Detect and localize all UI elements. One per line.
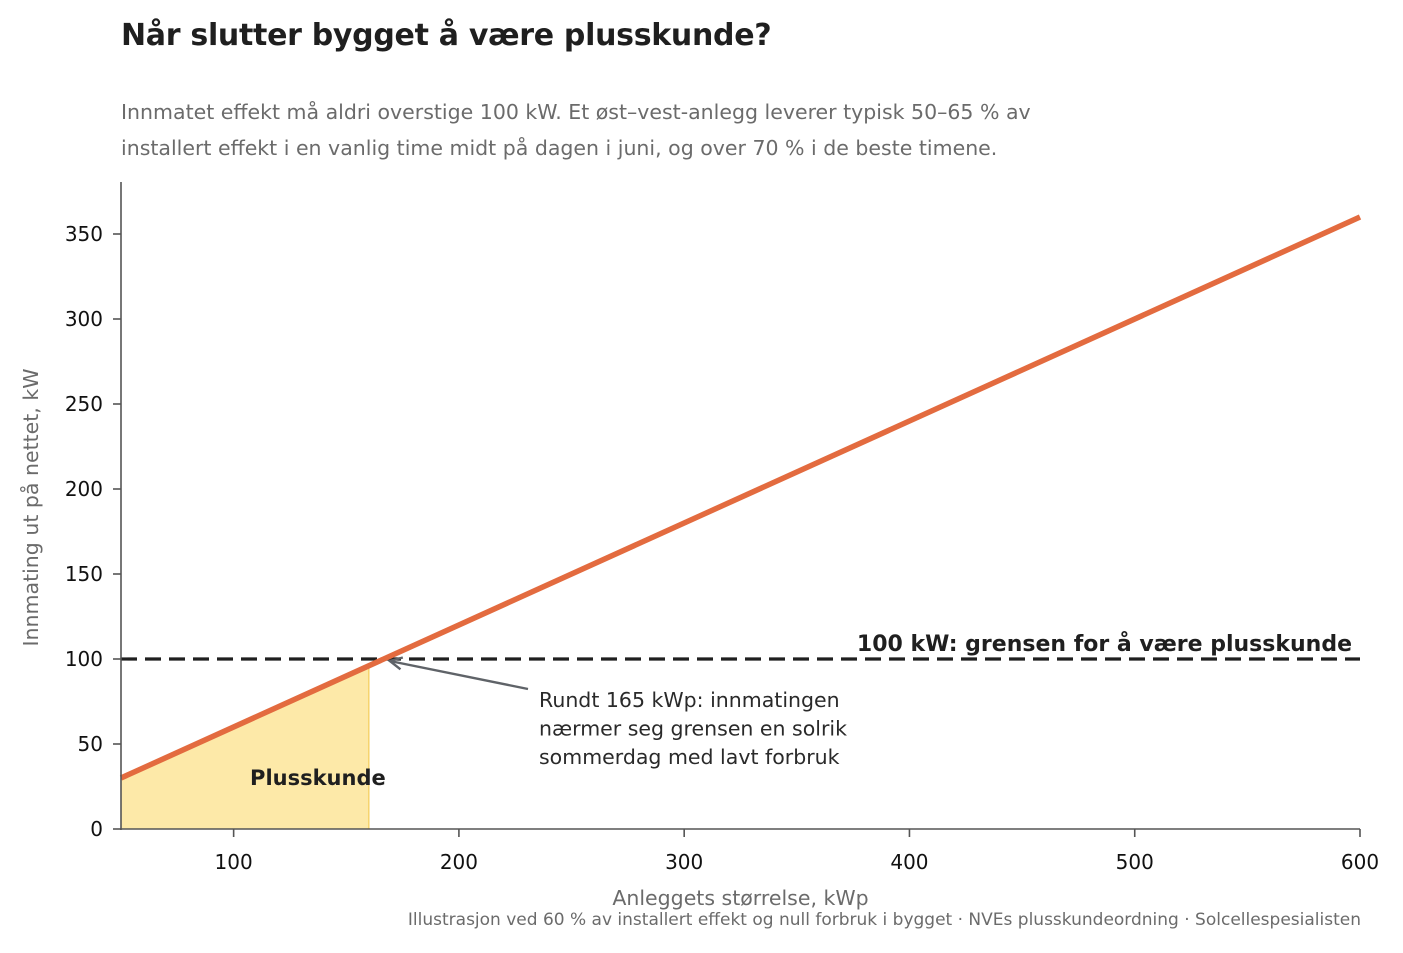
annotation-arrow-head: [387, 656, 404, 671]
y-tick-label-100: 100: [65, 647, 103, 671]
annotation-line-2: nærmer seg grensen en solrik: [539, 717, 847, 741]
x-tick-label-500: 500: [1116, 850, 1154, 874]
subtitle-line-1: Innmatet effekt må aldri overstige 100 k…: [121, 100, 1031, 124]
chart-footer: Illustrasjon ved 60 % av installert effe…: [407, 910, 1361, 930]
x-tick-label-100: 100: [215, 850, 253, 874]
x-tick-label-600: 600: [1341, 850, 1379, 874]
y-tick-label-0: 0: [90, 817, 103, 841]
annotation-arrow-line: [389, 659, 529, 691]
annotation-line-3: sommerdag med lavt forbruk: [539, 745, 840, 769]
y-tick-label-350: 350: [65, 222, 103, 246]
y-tick-label-150: 150: [65, 562, 103, 586]
x-tick-label-300: 300: [665, 850, 703, 874]
y-tick-label-50: 50: [78, 732, 103, 756]
x-tick-label-400: 400: [890, 850, 928, 874]
y-tick-label-250: 250: [65, 392, 103, 416]
limit-label: 100 kW: grensen for å være plusskunde: [857, 631, 1352, 657]
chart-title: Når slutter bygget å være plusskunde?: [121, 18, 772, 53]
y-tick-label-200: 200: [65, 477, 103, 501]
y-tick-label-300: 300: [65, 307, 103, 331]
plusskunde-region-label: Plusskunde: [250, 766, 386, 790]
annotation-line-1: Rundt 165 kWp: innmatingen: [539, 688, 840, 712]
subtitle-line-2: installert effekt i en vanlig time midt …: [121, 136, 998, 160]
chart-subtitle: Innmatet effekt må aldri overstige 100 k…: [121, 94, 1201, 166]
series-line: [119, 214, 1362, 781]
x-tick-label-200: 200: [440, 850, 478, 874]
x-axis-title: Anleggets størrelse, kWp: [612, 886, 868, 910]
plusskunde-region: [121, 665, 369, 829]
y-axis-title: Innmating ut på nettet, kW: [18, 369, 43, 647]
